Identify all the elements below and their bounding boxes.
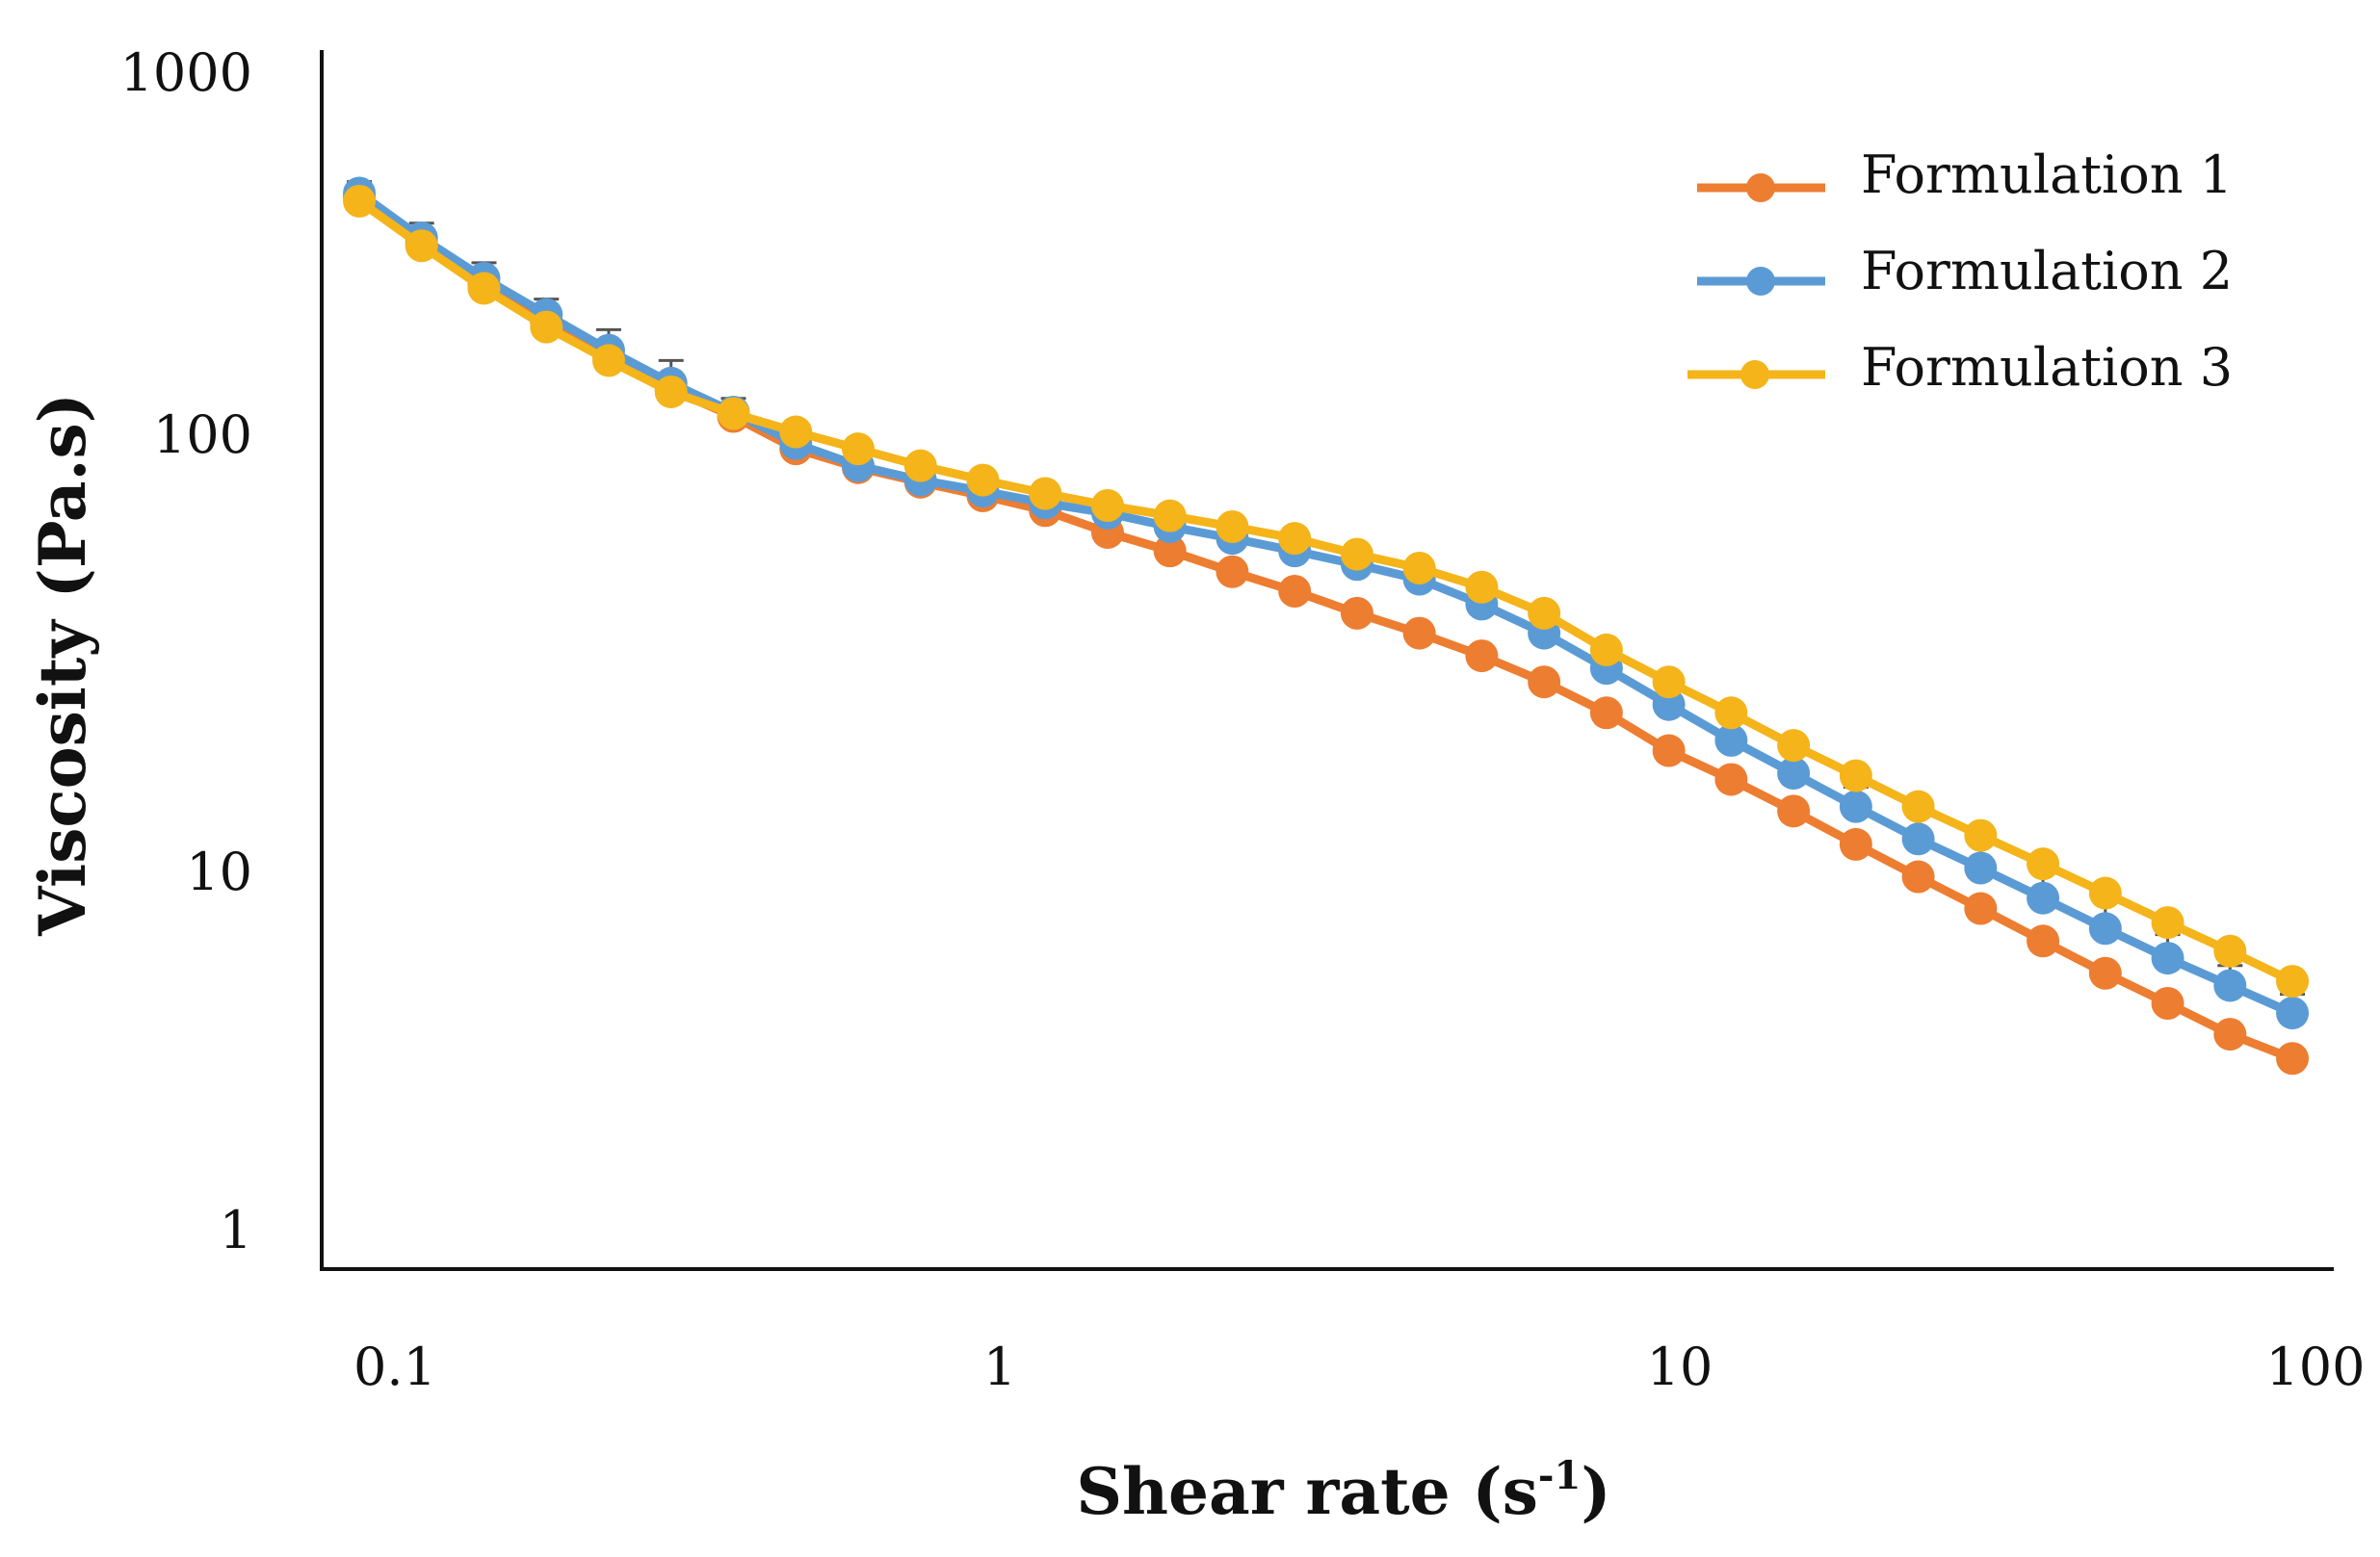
plot-area (343, 176, 2310, 1076)
series-line-formulation-3 (354, 196, 2297, 986)
data-point (2276, 1042, 2310, 1076)
x-axis-title: Shear rate (s-1) (1076, 1453, 1610, 1529)
data-point (530, 310, 563, 344)
data-point (1402, 551, 1436, 584)
data-point (1402, 616, 1436, 650)
data-point (1777, 729, 1811, 763)
axes (320, 50, 2334, 1271)
legend: Formulation 1 Formulation 2 Formulation … (1687, 144, 2233, 398)
data-point (2027, 847, 2060, 881)
data-point (966, 463, 1000, 497)
data-point (2027, 924, 2060, 958)
data-point (1714, 763, 1748, 796)
data-point (1964, 851, 1998, 885)
legend-marker-formulation-2 (1746, 267, 1775, 296)
data-point (343, 184, 377, 218)
data-point (1153, 499, 1187, 532)
y-tick-label: 10 (186, 842, 252, 902)
data-point (2276, 997, 2310, 1030)
data-point (717, 397, 750, 430)
data-point (1090, 488, 1124, 522)
data-point (2151, 906, 2184, 940)
data-point (1216, 510, 1249, 544)
data-point (779, 415, 813, 449)
data-point (1777, 757, 1811, 791)
data-point (1216, 555, 1249, 588)
data-point (1964, 818, 1998, 852)
data-point (654, 375, 688, 408)
data-point (2213, 1018, 2247, 1051)
data-point (2088, 876, 2122, 910)
legend-entry-formulation-2: Formulation 2 (1697, 241, 2233, 301)
series-formulation-1 (343, 180, 2310, 1076)
x-tick-label: 0.1 (353, 1336, 436, 1397)
data-point (1465, 570, 1499, 604)
data-point (1029, 477, 1062, 510)
legend-marker-formulation-3 (1740, 360, 1769, 389)
legend-label-formulation-1: Formulation 1 (1861, 144, 2233, 205)
data-point (1589, 696, 1623, 730)
data-point (1901, 860, 1935, 894)
data-point (2151, 987, 2184, 1021)
data-point (2088, 956, 2122, 990)
data-point (903, 449, 937, 482)
data-point (405, 229, 438, 263)
data-point (1652, 734, 1686, 767)
data-point (1528, 596, 1561, 630)
legend-entry-formulation-1: Formulation 1 (1697, 144, 2233, 205)
data-point (1901, 822, 1935, 856)
data-point (1839, 790, 1872, 823)
legend-marker-formulation-1 (1746, 173, 1775, 202)
y-tick-labels: 1 10 100 1000 (120, 42, 252, 1260)
series-formulation-3 (343, 184, 2310, 999)
data-point (467, 272, 501, 305)
data-point (1278, 575, 1312, 608)
data-point (1589, 633, 1623, 666)
x-tick-label: 10 (1647, 1336, 1713, 1397)
data-point (1652, 665, 1686, 699)
data-point (2027, 881, 2060, 915)
x-tick-labels: 0.1 1 10 100 (353, 1336, 2365, 1397)
data-point (2088, 912, 2122, 946)
legend-label-formulation-3: Formulation 3 (1861, 337, 2233, 398)
y-axis-title: Viscosity (Pa.s) (25, 393, 100, 937)
data-point (841, 432, 875, 466)
legend-entry-formulation-3: Formulation 3 (1687, 337, 2233, 398)
data-point (1340, 596, 1373, 630)
y-tick-label: 1 (220, 1200, 252, 1260)
data-point (1901, 790, 1935, 823)
data-point (591, 344, 625, 377)
series-line-formulation-1 (354, 193, 2297, 1063)
data-point (2151, 942, 2184, 975)
x-tick-label: 1 (983, 1336, 1016, 1397)
data-point (2213, 969, 2247, 1002)
data-point (1278, 522, 1312, 556)
legend-label-formulation-2: Formulation 2 (1861, 241, 2233, 301)
data-point (1714, 723, 1748, 757)
data-point (1839, 827, 1872, 861)
data-point (1340, 537, 1373, 571)
y-tick-label: 100 (153, 404, 252, 465)
data-point (1964, 892, 1998, 925)
data-point (1652, 688, 1686, 721)
y-tick-label: 1000 (120, 42, 252, 103)
data-point (1465, 639, 1499, 673)
data-point (2213, 934, 2247, 968)
data-point (2276, 965, 2310, 999)
data-point (1153, 534, 1187, 568)
data-point (1528, 665, 1561, 699)
data-point (1714, 696, 1748, 730)
x-tick-label: 100 (2265, 1336, 2365, 1397)
data-point (1777, 794, 1811, 828)
data-point (1839, 759, 1872, 792)
